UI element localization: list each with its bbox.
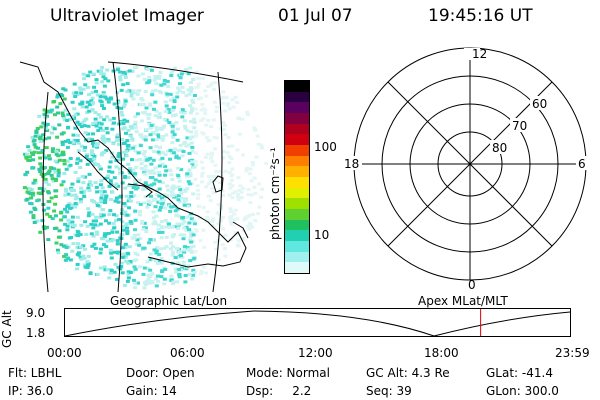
colorbar-swatch: [285, 81, 309, 92]
lat-label-80: 80: [492, 141, 507, 155]
colorbar-tick-100: 100: [314, 140, 337, 154]
colorbar-label: photon cm⁻²s⁻¹: [268, 147, 282, 240]
colorbar-swatch: [285, 177, 309, 188]
colorbar-swatch: [285, 209, 309, 220]
timeline-tick-2: 12:00: [298, 346, 333, 360]
status-dsp: Dsp: 2.2: [246, 384, 312, 398]
instrument-title: Ultraviolet Imager: [50, 6, 204, 26]
status-glat: GLat: -41.4: [486, 366, 553, 380]
timeline-tick-1: 06:00: [170, 346, 205, 360]
timeline-ymax: 9.0: [26, 306, 46, 320]
colorbar: [284, 80, 310, 274]
colorbar-swatch: [285, 230, 309, 242]
status-gc-alt: GC Alt: 4.3 Re: [366, 366, 450, 380]
time-label: 19:45:16 UT: [428, 6, 533, 26]
status-door: Door: Open: [126, 366, 195, 380]
mlt-label-6: 6: [578, 157, 586, 171]
mlt-label-12: 12: [472, 47, 487, 61]
lat-label-60: 60: [532, 97, 547, 111]
polar-plot: 12 18 6 0 60 70 80: [342, 47, 590, 292]
colorbar-swatch: [285, 241, 309, 252]
colorbar-swatch: [285, 113, 309, 124]
colorbar-swatch: [285, 134, 309, 146]
colorbar-swatch: [285, 262, 309, 274]
colorbar-swatch: [285, 187, 309, 199]
aurora-map-image: [19, 61, 268, 292]
mlt-label-0: 0: [468, 278, 476, 292]
colorbar-tick-10: 10: [314, 228, 330, 242]
mlt-label-18: 18: [344, 157, 359, 171]
colorbar-swatch: [285, 145, 309, 156]
timeline-tick-0: 00:00: [47, 346, 82, 360]
status-mode: Mode: Normal: [246, 366, 330, 380]
status-seq: Seq: 39: [366, 384, 412, 398]
colorbar-swatch: [285, 251, 309, 263]
timeline-ymin: 1.8: [26, 326, 46, 340]
status-filter: Flt: LBHL: [8, 366, 62, 380]
colorbar-swatch: [285, 155, 309, 167]
colorbar-swatch: [285, 91, 309, 103]
orbit-timeline: [64, 308, 571, 337]
colorbar-swatch: [285, 219, 309, 231]
timeline-tick-4: 23:59: [555, 346, 590, 360]
status-ip: IP: 36.0: [8, 384, 54, 398]
timeline-ylabel: GC Alt: [0, 310, 14, 348]
colorbar-swatch: [285, 166, 309, 178]
polar-projection-label: Apex MLat/MLT: [418, 294, 508, 308]
timeline-tick-3: 18:00: [424, 346, 459, 360]
colorbar-swatch: [285, 123, 309, 135]
status-gain: Gain: 14: [126, 384, 177, 398]
status-glon: GLon: 300.0: [486, 384, 559, 398]
lat-label-70: 70: [512, 119, 527, 133]
colorbar-swatch: [285, 198, 309, 210]
colorbar-swatch: [285, 102, 309, 114]
date-label: 01 Jul 07: [278, 6, 353, 26]
map-projection-label: Geographic Lat/Lon: [110, 294, 228, 308]
